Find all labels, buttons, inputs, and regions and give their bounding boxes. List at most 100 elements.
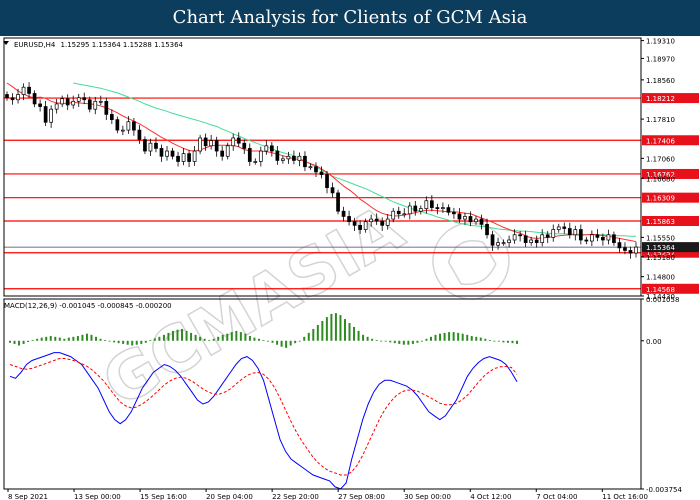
macd-histogram-bar xyxy=(140,340,143,344)
macd-histogram-bar xyxy=(516,340,518,344)
candle xyxy=(198,134,202,155)
macd-histogram-bar xyxy=(72,336,75,341)
candle-body xyxy=(225,145,230,157)
macd-histogram-bar xyxy=(253,337,256,341)
candle-body xyxy=(187,153,191,162)
candle xyxy=(231,133,236,151)
candle-body xyxy=(49,108,53,123)
candle xyxy=(126,116,131,134)
candle xyxy=(98,95,103,106)
candle-body xyxy=(363,221,368,230)
macd-histogram-bar xyxy=(22,340,25,344)
main-frame xyxy=(3,37,642,297)
macd-histogram-bar xyxy=(380,340,383,342)
y-tick-label: 1.14430 xyxy=(646,293,675,301)
dropdown-triangle-icon[interactable] xyxy=(3,41,9,45)
x-tick-label: 13 Sep 00:00 xyxy=(74,493,121,500)
macd-histogram-bar xyxy=(434,334,437,341)
macd-histogram-bar xyxy=(416,340,419,343)
macd-histogram-bar xyxy=(407,340,410,345)
candle-body xyxy=(595,234,600,238)
macd-histogram-bar xyxy=(40,337,43,341)
macd-histogram-bar xyxy=(153,338,156,341)
candle xyxy=(325,170,329,194)
candle-body xyxy=(192,150,197,162)
macd-histogram-bar xyxy=(439,333,442,341)
x-tick-label: 20 Sep 04:00 xyxy=(206,493,253,500)
candle xyxy=(10,93,15,105)
candle xyxy=(109,109,114,125)
candle-body xyxy=(435,207,440,209)
macd-histogram-bar xyxy=(457,332,460,341)
candle-body xyxy=(424,200,429,209)
candle xyxy=(562,222,567,234)
candle xyxy=(507,235,511,248)
candle xyxy=(617,238,622,253)
candle-body xyxy=(76,97,81,102)
y-tick-label: 1.15180 xyxy=(646,254,675,262)
candle xyxy=(314,162,318,177)
macd-histogram-bar xyxy=(393,340,396,344)
candle xyxy=(181,148,186,166)
macd-histogram-bar xyxy=(58,337,61,341)
candle-body xyxy=(468,216,473,223)
candle-body xyxy=(38,103,42,107)
candle-body xyxy=(281,158,285,161)
macd-histogram-bar xyxy=(135,340,138,345)
candle xyxy=(347,210,351,226)
candle-body xyxy=(606,234,611,241)
candle-body xyxy=(319,171,324,175)
candle xyxy=(341,206,346,222)
candle xyxy=(170,147,175,160)
macd-histogram-bar xyxy=(122,340,125,344)
candle-body xyxy=(198,137,202,152)
current-price-badge xyxy=(642,242,699,253)
candle xyxy=(590,230,594,247)
candle xyxy=(606,229,611,245)
candle xyxy=(203,133,208,151)
macd-histogram-bar xyxy=(325,317,328,341)
candle-body xyxy=(121,129,125,132)
candle-body xyxy=(402,213,407,216)
level-label: 1.16762 xyxy=(646,171,675,179)
macd-line xyxy=(9,352,518,490)
candle xyxy=(303,151,307,172)
candle-body xyxy=(441,207,445,209)
candle xyxy=(435,203,440,215)
macd-histogram-bar xyxy=(63,338,66,341)
level-label: 1.15257 xyxy=(646,250,675,258)
candle xyxy=(236,132,241,147)
y-tick-label: 1.18560 xyxy=(646,77,675,85)
candle xyxy=(253,158,258,165)
level-badge xyxy=(642,192,699,203)
level-label: 1.14568 xyxy=(646,286,675,294)
macd-histogram-bar xyxy=(267,340,270,342)
candle xyxy=(468,211,473,227)
macd-histogram-bar xyxy=(18,340,21,346)
axes: 1.19310 1.18970 1.18560 1.17810 1.17060 1.166… xyxy=(3,37,682,500)
macd-histogram-bar xyxy=(343,319,346,341)
macd-histogram-bar xyxy=(203,338,206,341)
candle-body xyxy=(132,121,136,131)
candle-body xyxy=(247,148,252,162)
candle-body xyxy=(21,86,26,95)
macd-histogram-bar xyxy=(45,336,48,341)
candle xyxy=(38,99,42,112)
macd-histogram-bar xyxy=(226,333,229,341)
candle-body xyxy=(109,114,114,120)
chart-area: GCMASIA 1.182121.174061.167621.163091.15… xyxy=(0,36,700,500)
current-price-label: 1.15364 xyxy=(646,244,675,252)
candle-body xyxy=(27,86,31,94)
candle xyxy=(474,215,478,225)
candle xyxy=(634,242,638,258)
candle xyxy=(269,142,274,157)
macd-histogram-bar xyxy=(461,333,464,341)
candle xyxy=(143,136,147,155)
macd-histogram-bar xyxy=(303,336,306,341)
candle xyxy=(286,151,291,164)
macd-histogram-bar xyxy=(429,336,432,341)
candle-body xyxy=(457,213,462,220)
level-badge xyxy=(642,93,699,104)
macd-histogram-bar xyxy=(235,330,238,341)
candle xyxy=(308,163,313,170)
